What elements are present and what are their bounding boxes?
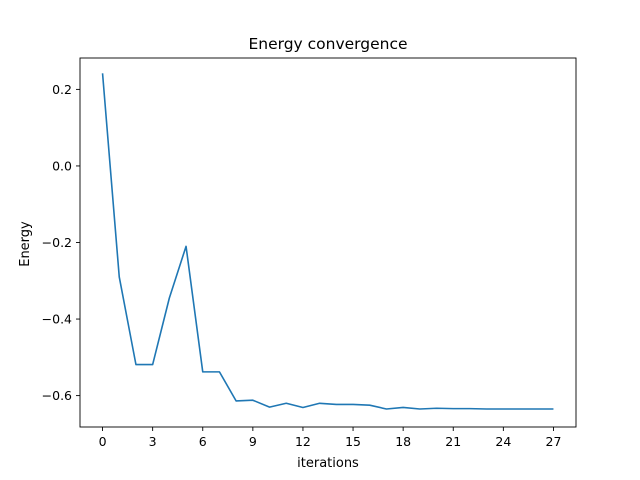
x-tick-label: 6: [199, 434, 207, 449]
x-axis-label: iterations: [297, 456, 359, 471]
y-tick-label: 0.2: [52, 82, 72, 97]
plot-frame: [79, 57, 577, 428]
series-line-0: [101, 73, 554, 410]
y-tick-label: −0.4: [42, 312, 72, 327]
x-tick-label: 3: [149, 434, 157, 449]
x-tick-label: 18: [395, 434, 411, 449]
x-tick-label: 27: [546, 434, 562, 449]
x-tick-label: 9: [249, 434, 257, 449]
plot-area: [79, 57, 577, 428]
x-axis: 0 3 6 9 12 15 18 21 24 27: [99, 427, 562, 449]
x-tick-label: 15: [345, 434, 361, 449]
chart-title: Energy convergence: [248, 35, 407, 53]
y-axis-label: Energy: [18, 221, 33, 267]
y-axis: −0.6 −0.4 −0.2 0.0 0.2: [42, 82, 80, 403]
x-tick-label: 21: [445, 434, 461, 449]
x-tick-label: 24: [495, 434, 511, 449]
x-tick-label: 12: [295, 434, 311, 449]
y-tick-label: 0.0: [52, 158, 72, 173]
y-tick-label: −0.2: [42, 235, 72, 250]
x-tick-label: 0: [99, 434, 107, 449]
y-tick-label: −0.6: [42, 388, 72, 403]
